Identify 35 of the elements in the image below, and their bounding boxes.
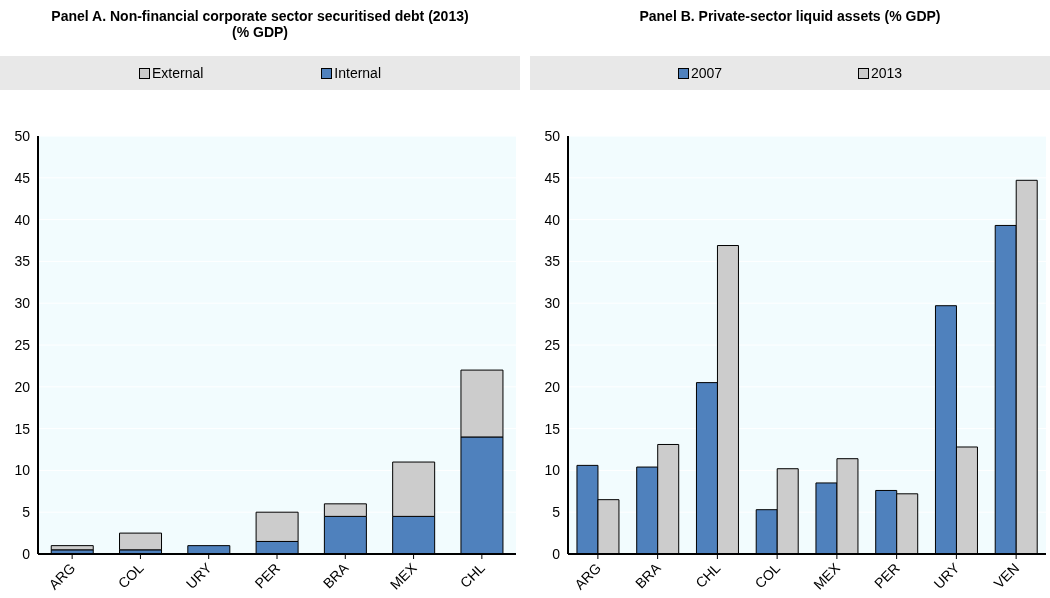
legend-label: External xyxy=(151,65,204,81)
y-tick-label: 5 xyxy=(552,504,561,521)
y-tick-label: 30 xyxy=(544,295,561,312)
y-tick-label: 45 xyxy=(544,169,561,186)
y-tick-label: 25 xyxy=(14,336,31,353)
legend-label: Internal xyxy=(333,65,382,81)
x-tick-label: CHL xyxy=(692,559,724,591)
y-tick-label: 50 xyxy=(544,127,561,144)
legend-label: 2013 xyxy=(869,65,903,81)
y-tick-label: 10 xyxy=(544,462,561,479)
y-tick-label: 0 xyxy=(22,545,31,562)
x-tick-label: CHL xyxy=(456,559,489,591)
y-tick-label: 35 xyxy=(544,253,561,270)
y-tick-label: 0 xyxy=(552,545,561,562)
x-tick-label: BRA xyxy=(632,559,665,592)
y-tick-label: 35 xyxy=(14,253,31,270)
x-tick-label: COL xyxy=(114,559,147,592)
chart-title: Panel A. Non-financial corporate sector securitised debt (2013) (% GDP) xyxy=(50,7,470,42)
y-tick-label: 50 xyxy=(14,127,31,144)
bar xyxy=(119,532,163,551)
legend-label: 2007 xyxy=(689,65,723,81)
y-tick-label: 20 xyxy=(14,378,31,395)
y-tick-label: 25 xyxy=(544,336,561,353)
y-tick-label: 30 xyxy=(14,295,31,312)
chart-title: Panel B. Private-sector liquid assets (% GDP) xyxy=(638,7,942,26)
y-tick-label: 40 xyxy=(14,211,31,228)
bar xyxy=(50,545,94,551)
y-tick-label: 20 xyxy=(544,378,561,395)
y-tick-label: 15 xyxy=(14,420,31,437)
x-tick-label: COL xyxy=(751,559,784,592)
y-tick-label: 10 xyxy=(14,462,31,479)
y-tick-label: 40 xyxy=(544,211,561,228)
y-tick-label: 15 xyxy=(544,420,561,437)
y-tick-label: 5 xyxy=(22,504,31,521)
y-tick-label: 45 xyxy=(14,169,31,186)
